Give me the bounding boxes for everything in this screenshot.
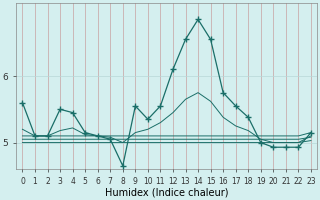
X-axis label: Humidex (Indice chaleur): Humidex (Indice chaleur) (105, 187, 228, 197)
